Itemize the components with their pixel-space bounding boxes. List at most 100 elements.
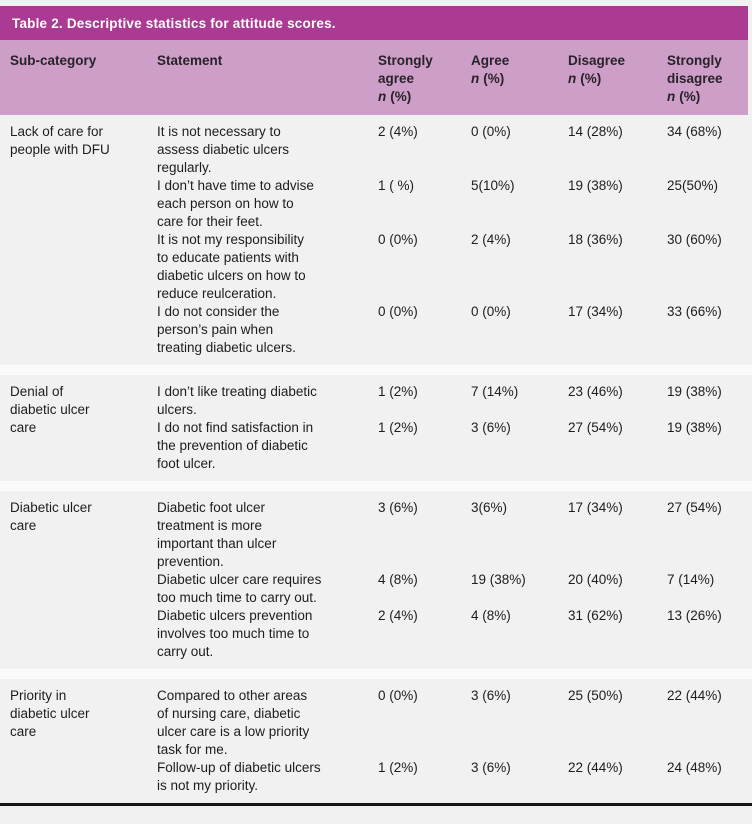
value-cell-agree: 3 (6%) (471, 420, 511, 435)
subcategory-cell: Denial of diabetic ulcer care (10, 384, 90, 435)
value-cell-agree: 5(10%) (471, 178, 515, 193)
col-header-label: Strongly agree (378, 53, 433, 86)
value-cell-strongly-agree: 4 (8%) (378, 572, 418, 587)
table-group-priority: Priority in diabetic ulcer care Compared… (0, 679, 752, 803)
value-cell-strongly-disagree: 34 (68%) (667, 124, 722, 139)
statement-cell: I do not consider the person’s pain when… (157, 304, 296, 355)
value-cell-disagree: 25 (50%) (568, 688, 623, 703)
value-cell-strongly-disagree: 19 (38%) (667, 420, 722, 435)
table-caption: Table 2. Descriptive statistics for atti… (12, 15, 336, 31)
value-cell-strongly-disagree: 13 (26%) (667, 608, 722, 623)
table-group-denial: Denial of diabetic ulcer care I don’t li… (0, 375, 752, 481)
table-row: I do not consider the person’s pain when… (157, 303, 752, 357)
value-cell-strongly-agree: 0 (0%) (378, 232, 418, 247)
value-cell-agree: 7 (14%) (471, 384, 519, 399)
value-cell-agree: 4 (8%) (471, 608, 511, 623)
col-header-strongly-agree: Strongly agree n (%) (378, 52, 471, 106)
table-row: Diabetic foot ulcer treatment is more im… (157, 499, 752, 571)
value-cell-strongly-disagree: 22 (44%) (667, 688, 722, 703)
col-header-agree: Agree n (%) (471, 52, 568, 106)
col-header-disagree: Disagree n (%) (568, 52, 667, 106)
value-cell-strongly-agree: 1 ( %) (378, 178, 415, 193)
statement-cell: It is not necessary to assess diabetic u… (157, 124, 290, 175)
table-row: Compared to other areas of nursing care,… (157, 687, 752, 759)
value-cell-agree: 3 (6%) (471, 760, 511, 775)
col-header-n-label: n (%) (471, 71, 505, 86)
value-cell-strongly-disagree: 27 (54%) (667, 500, 722, 515)
value-cell-disagree: 18 (36%) (568, 232, 623, 247)
value-cell-strongly-agree: 2 (4%) (378, 124, 418, 139)
value-cell-agree: 3 (6%) (471, 688, 511, 703)
value-cell-disagree: 22 (44%) (568, 760, 623, 775)
value-cell-disagree: 19 (38%) (568, 178, 623, 193)
subcategory-cell: Priority in diabetic ulcer care (10, 688, 90, 739)
value-cell-disagree: 20 (40%) (568, 572, 623, 587)
table-row: It is not my responsibility to educate p… (157, 231, 752, 303)
value-cell-strongly-disagree: 19 (38%) (667, 384, 722, 399)
value-cell-strongly-agree: 2 (4%) (378, 608, 418, 623)
value-cell-agree: 3(6%) (471, 500, 508, 515)
col-header-label: Disagree (568, 53, 626, 68)
table-row: Diabetic ulcer care requires too much ti… (157, 571, 752, 607)
table-caption-bar: Table 2. Descriptive statistics for atti… (0, 6, 748, 40)
col-header-n-label: n (%) (568, 71, 602, 86)
col-header-label: Strongly disagree (667, 53, 723, 86)
table-row: Diabetic ulcers prevention involves too … (157, 607, 752, 661)
table2-attitude-scores: Table 2. Descriptive statistics for atti… (0, 6, 752, 806)
table-row: I don’t like treating diabetic ulcers. 1… (157, 383, 752, 419)
value-cell-strongly-agree: 3 (6%) (378, 500, 418, 515)
value-cell-disagree: 17 (34%) (568, 304, 623, 319)
value-cell-strongly-disagree: 24 (48%) (667, 760, 722, 775)
subcategory-cell: Lack of care for people with DFU (10, 124, 110, 157)
table-row: I don’t have time to advise each person … (157, 177, 752, 231)
value-cell-strongly-disagree: 33 (66%) (667, 304, 722, 319)
statement-cell: Diabetic ulcer care requires too much ti… (157, 572, 322, 605)
col-header-statement: Statement (157, 53, 223, 68)
col-header-label: Agree (471, 53, 510, 68)
table-row: I do not find satisfaction in the preven… (157, 419, 752, 473)
col-header-strongly-disagree: Strongly disagree n (%) (667, 52, 748, 106)
group-separator (0, 481, 752, 491)
col-header-n-label: n (%) (378, 89, 412, 104)
group-separator (0, 669, 752, 679)
table-row: It is not necessary to assess diabetic u… (157, 123, 752, 177)
subcategory-cell: Diabetic ulcer care (10, 500, 92, 533)
value-cell-agree: 0 (0%) (471, 304, 511, 319)
statement-cell: It is not my responsibility to educate p… (157, 232, 306, 301)
value-cell-agree: 2 (4%) (471, 232, 511, 247)
group-rows: Compared to other areas of nursing care,… (157, 687, 752, 795)
group-rows: Diabetic foot ulcer treatment is more im… (157, 499, 752, 661)
col-header-n-label: n (%) (667, 89, 701, 104)
table-group-diabetic-ulcer-care: Diabetic ulcer care Diabetic foot ulcer … (0, 491, 752, 669)
group-rows: It is not necessary to assess diabetic u… (157, 123, 752, 357)
statement-cell: I don’t like treating diabetic ulcers. (157, 384, 317, 417)
value-cell-disagree: 17 (34%) (568, 500, 623, 515)
table-group-lack-of-care: Lack of care for people with DFU It is n… (0, 115, 752, 365)
value-cell-agree: 0 (0%) (471, 124, 511, 139)
group-separator (0, 365, 752, 375)
value-cell-strongly-agree: 0 (0%) (378, 688, 418, 703)
statement-cell: Compared to other areas of nursing care,… (157, 688, 310, 757)
statement-cell: I don’t have time to advise each person … (157, 178, 314, 229)
table-bottom-rule (0, 803, 752, 806)
value-cell-strongly-agree: 1 (2%) (378, 420, 418, 435)
value-cell-strongly-agree: 1 (2%) (378, 760, 418, 775)
column-header-row: Sub-category Statement Strongly agree n(… (0, 40, 748, 115)
value-cell-strongly-disagree: 30 (60%) (667, 232, 722, 247)
value-cell-disagree: 23 (46%) (568, 384, 623, 399)
group-rows: I don’t like treating diabetic ulcers. 1… (157, 383, 752, 473)
value-cell-strongly-disagree: 7 (14%) (667, 572, 715, 587)
value-cell-strongly-disagree: 25(50%) (667, 178, 719, 193)
statement-cell: I do not find satisfaction in the preven… (157, 420, 314, 471)
value-cell-strongly-agree: 0 (0%) (378, 304, 418, 319)
table-row: Follow-up of diabetic ulcers is not my p… (157, 759, 752, 795)
value-cell-disagree: 14 (28%) (568, 124, 623, 139)
value-cell-strongly-agree: 1 (2%) (378, 384, 418, 399)
statement-cell: Diabetic ulcers prevention involves too … (157, 608, 313, 659)
col-header-subcategory: Sub-category (10, 53, 97, 68)
value-cell-agree: 19 (38%) (471, 572, 526, 587)
statement-cell: Follow-up of diabetic ulcers is not my p… (157, 760, 321, 793)
value-cell-disagree: 31 (62%) (568, 608, 623, 623)
statement-cell: Diabetic foot ulcer treatment is more im… (157, 500, 277, 569)
value-cell-disagree: 27 (54%) (568, 420, 623, 435)
